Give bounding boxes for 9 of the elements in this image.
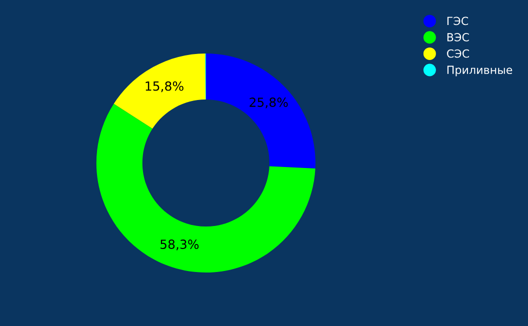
data-label: 58,3% — [160, 240, 199, 250]
data-label: 15,8% — [146, 81, 184, 92]
data-label: 25,8% — [250, 98, 288, 108]
donut-slice — [206, 53, 316, 169]
legend-label: Приливные — [447, 66, 512, 76]
donut-slice — [114, 53, 206, 129]
legend-label: ГЭС — [447, 16, 468, 26]
legend-label: ВЭС — [447, 33, 469, 42]
legend-label: СЭС — [446, 49, 470, 58]
